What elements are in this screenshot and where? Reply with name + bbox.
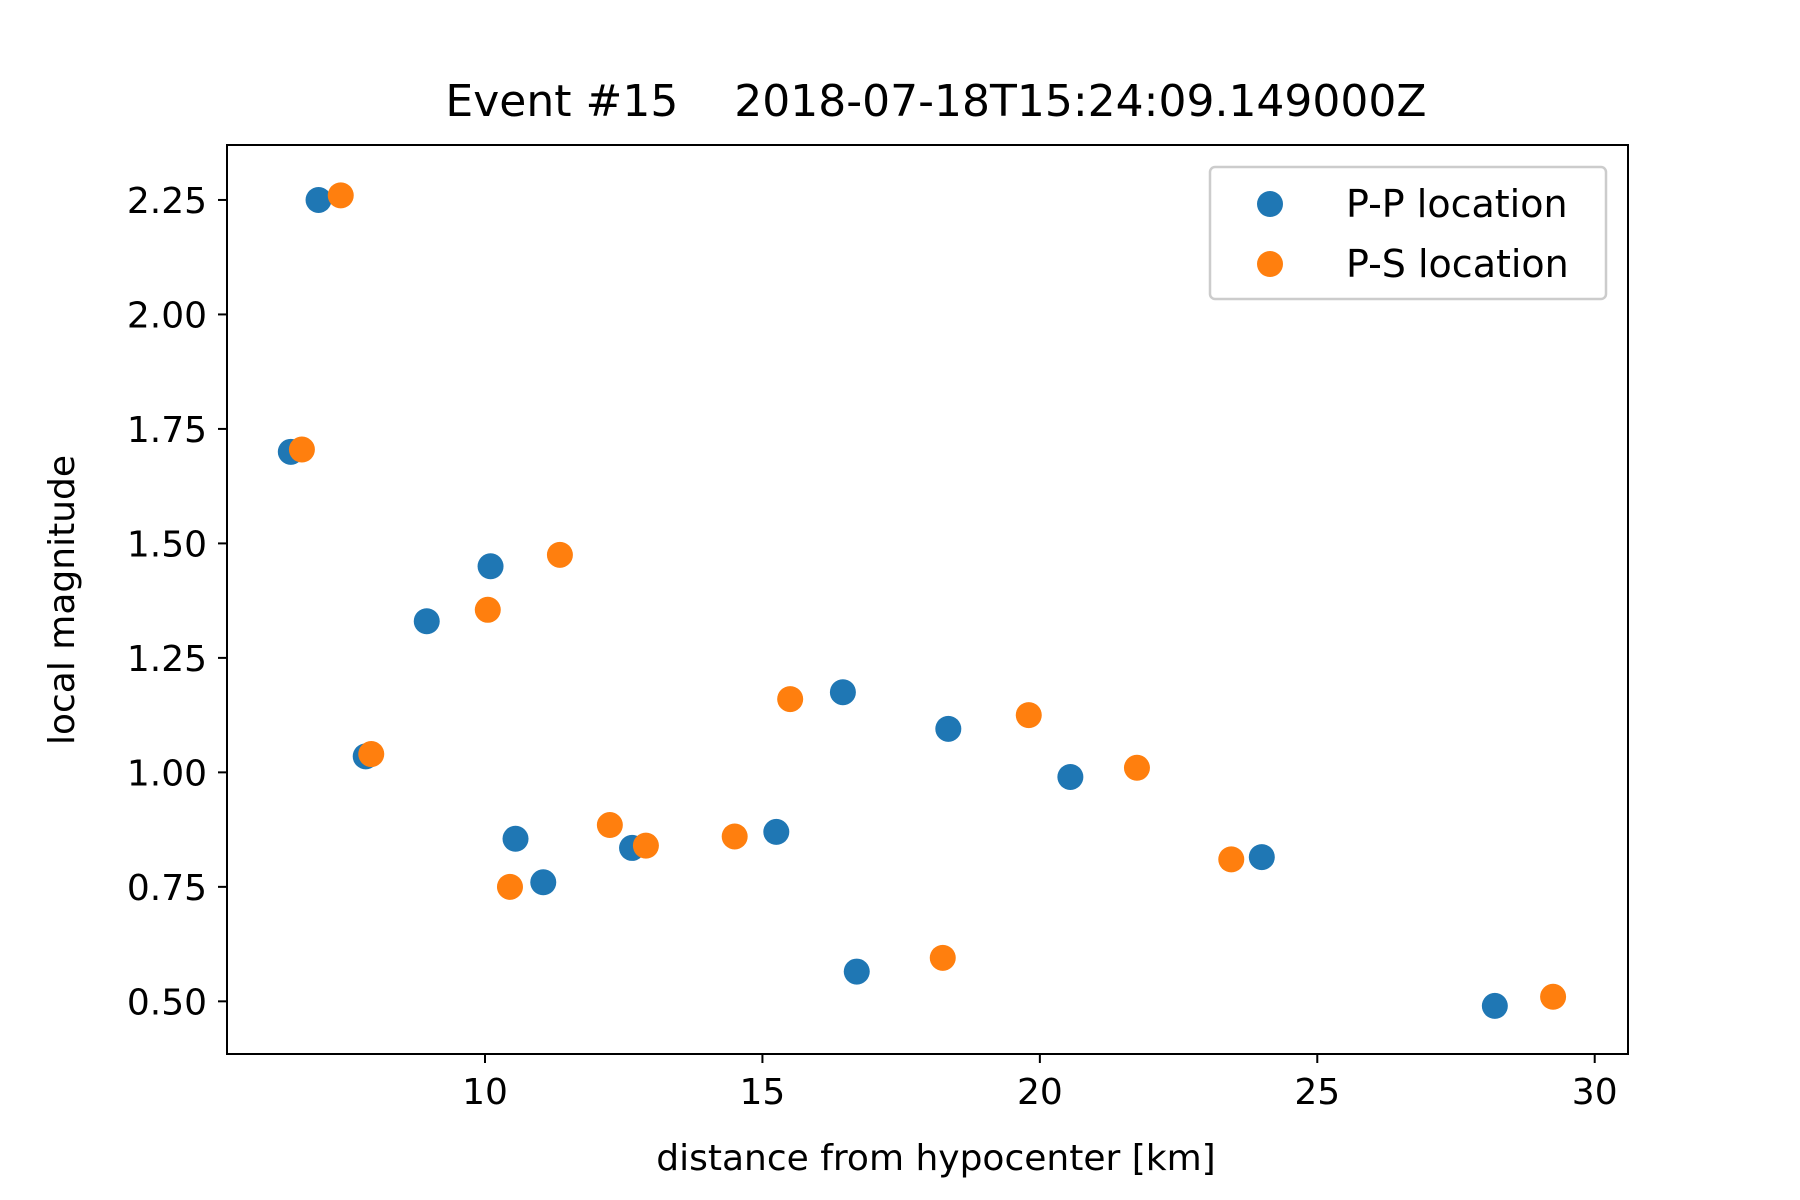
x-tick-label: 15 — [740, 1072, 786, 1113]
data-point — [721, 823, 748, 850]
y-axis: 0.50 0.75 1.00 1.25 1.50 1.75 2.00 2.25 — [127, 181, 227, 1023]
data-point — [935, 715, 962, 742]
data-point — [829, 679, 856, 706]
data-point — [1057, 763, 1084, 790]
legend-label-ps: P-S location — [1346, 242, 1569, 286]
data-point — [496, 873, 523, 900]
data-point — [1123, 754, 1150, 781]
y-tick-label: 2.00 — [127, 295, 207, 336]
y-axis-label: local magnitude — [42, 455, 83, 745]
data-point — [763, 818, 790, 845]
data-point — [327, 182, 354, 209]
data-point — [358, 741, 385, 768]
data-point — [546, 541, 573, 568]
y-tick-label: 2.25 — [127, 181, 207, 222]
data-point — [632, 832, 659, 859]
y-tick-label: 0.75 — [127, 868, 207, 909]
data-point — [1481, 992, 1508, 1019]
legend-marker-pp — [1257, 191, 1283, 217]
data-point — [1248, 844, 1275, 871]
x-axis: 10 15 20 25 30 — [462, 1054, 1618, 1113]
x-tick-label: 25 — [1294, 1072, 1340, 1113]
data-point — [596, 812, 623, 839]
points-layer — [277, 182, 1567, 1019]
data-point — [929, 944, 956, 971]
legend-label-pp: P-P location — [1346, 182, 1568, 226]
data-point — [477, 553, 504, 580]
data-point — [1218, 846, 1245, 873]
data-point — [305, 186, 332, 213]
data-point — [288, 436, 315, 463]
x-tick-label: 20 — [1017, 1072, 1063, 1113]
x-tick-label: 30 — [1572, 1072, 1618, 1113]
data-point — [1540, 983, 1567, 1010]
data-point — [502, 825, 529, 852]
y-tick-label: 1.00 — [127, 753, 207, 794]
data-point — [474, 596, 501, 623]
data-point — [1015, 702, 1042, 729]
y-tick-label: 0.50 — [127, 982, 207, 1023]
data-point — [843, 958, 870, 985]
data-point — [530, 869, 557, 896]
y-tick-label: 1.25 — [127, 639, 207, 680]
data-point — [413, 608, 440, 635]
x-tick-label: 10 — [462, 1072, 508, 1113]
y-tick-label: 1.75 — [127, 410, 207, 451]
y-tick-label: 1.50 — [127, 524, 207, 565]
series-ps — [288, 182, 1567, 1010]
chart-title: Event #15 2018-07-18T15:24:09.149000Z — [445, 76, 1426, 127]
legend-frame — [1208, 165, 1608, 301]
legend-marker-ps — [1257, 251, 1283, 277]
x-axis-label: distance from hypocenter [km] — [656, 1138, 1215, 1179]
data-point — [777, 686, 804, 713]
legend: P-P location P-S location — [1208, 165, 1608, 301]
